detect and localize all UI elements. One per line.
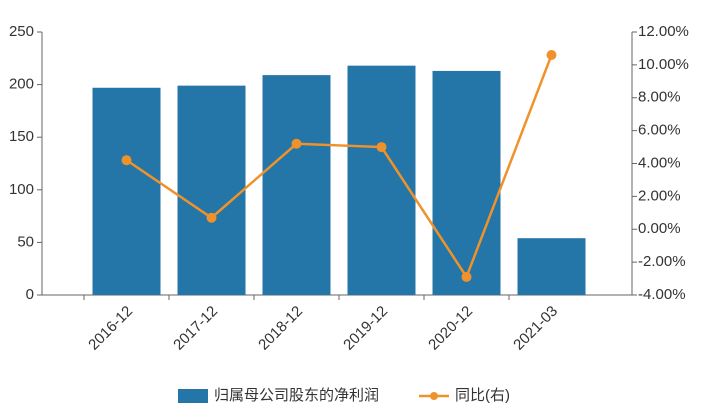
x-tick-label: 2021-03 xyxy=(510,303,561,354)
bar xyxy=(347,65,416,295)
y2-tick-label: 2.00% xyxy=(638,187,681,204)
x-tick-label: 2018-12 xyxy=(255,303,306,354)
y2-tick-label: 12.00% xyxy=(638,23,689,40)
y-tick-label: 50 xyxy=(17,233,34,250)
y2-tick-label: 10.00% xyxy=(638,56,689,73)
bar xyxy=(92,87,161,295)
y2-tick-label: 4.00% xyxy=(638,154,681,171)
y2-tick-label: 0.00% xyxy=(638,220,681,237)
bar xyxy=(432,70,501,295)
y-tick-label: 200 xyxy=(9,76,34,93)
line-point xyxy=(291,138,302,149)
line-point xyxy=(461,271,472,282)
legend-swatch xyxy=(430,392,439,400)
bar xyxy=(177,85,246,295)
legend-label: 同比(右) xyxy=(455,387,510,404)
y2-tick-label: -4.00% xyxy=(638,286,686,303)
x-tick-label: 2019-12 xyxy=(340,303,391,354)
line-point xyxy=(121,155,132,166)
x-tick-label: 2020-12 xyxy=(425,303,476,354)
y2-tick-label: 8.00% xyxy=(638,89,681,106)
bar xyxy=(517,238,586,295)
line-point xyxy=(206,212,217,223)
line-point xyxy=(546,50,557,61)
line-point xyxy=(376,142,387,153)
legend-label: 归属母公司股东的净利润 xyxy=(214,387,379,404)
y-tick-label: 100 xyxy=(9,181,34,198)
x-tick-label: 2016-12 xyxy=(85,303,136,354)
y2-tick-label: 6.00% xyxy=(638,122,681,139)
bar xyxy=(262,75,331,295)
x-tick-label: 2017-12 xyxy=(170,303,221,354)
y-tick-label: 150 xyxy=(9,128,34,145)
legend-swatch xyxy=(178,389,208,403)
y-tick-label: 250 xyxy=(9,23,34,40)
line xyxy=(125,54,553,280)
y-tick-label: 0 xyxy=(26,286,34,303)
y2-tick-label: -2.00% xyxy=(638,253,686,270)
